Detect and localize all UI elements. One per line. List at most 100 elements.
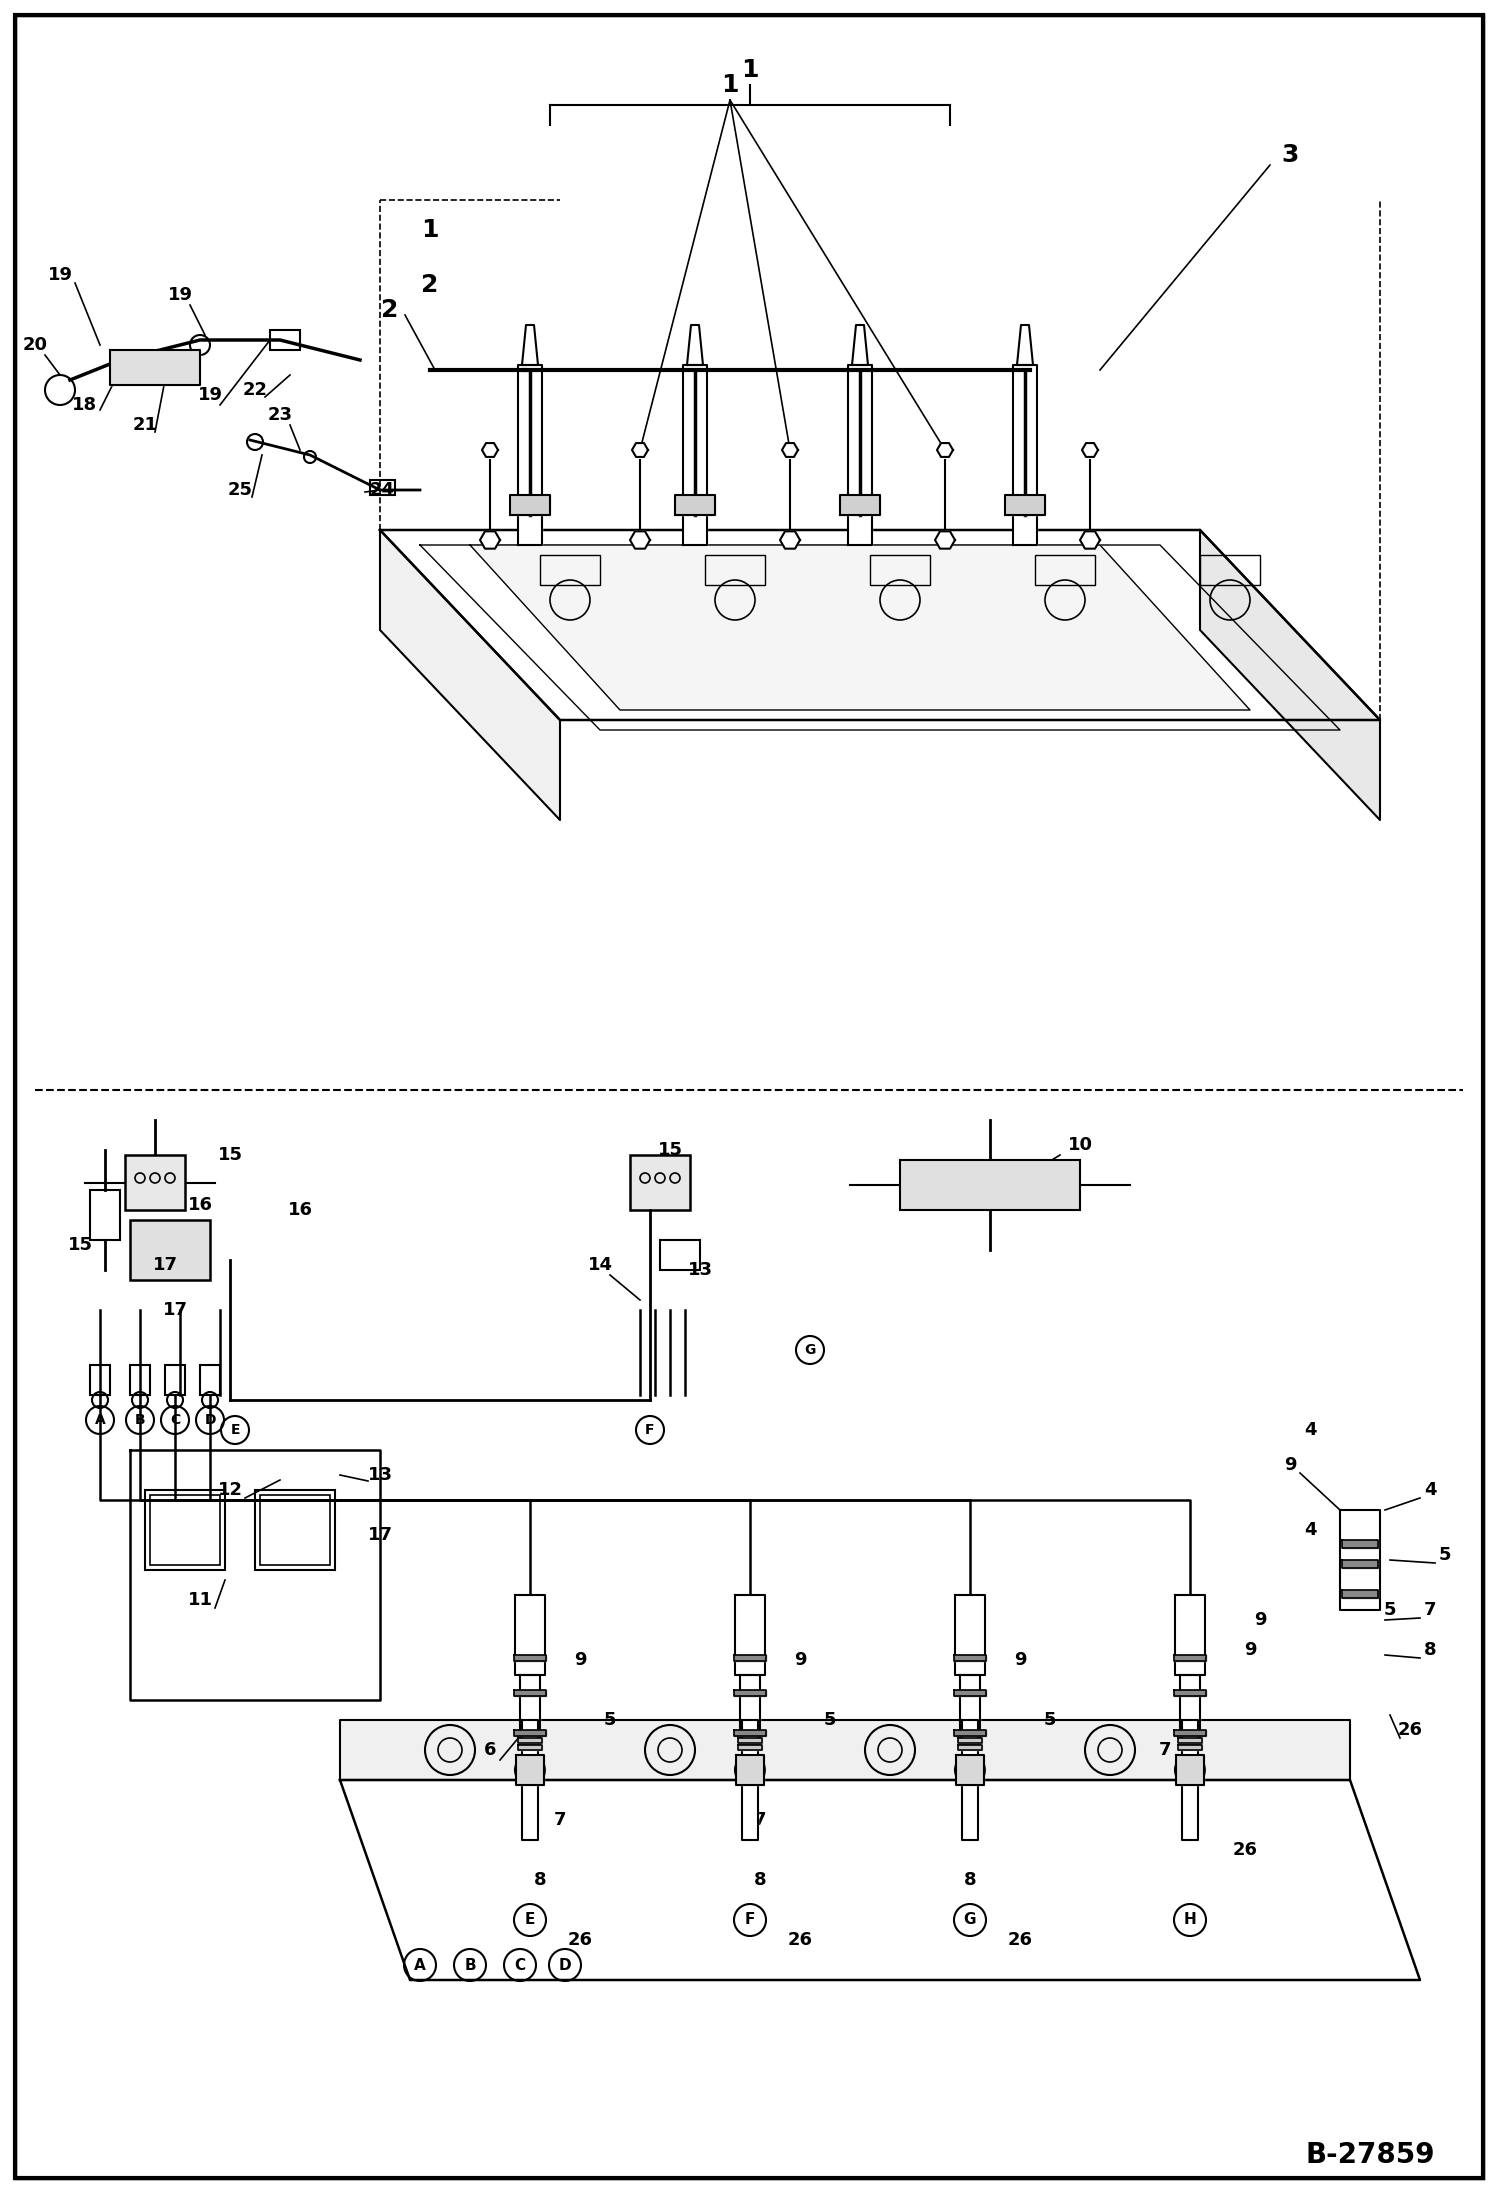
Bar xyxy=(706,555,765,586)
Bar xyxy=(150,1496,220,1566)
Polygon shape xyxy=(521,325,538,364)
Text: 4: 4 xyxy=(1423,1480,1437,1500)
Text: 4: 4 xyxy=(1303,1421,1317,1439)
Polygon shape xyxy=(954,1730,986,1737)
Polygon shape xyxy=(954,1656,986,1660)
Text: E: E xyxy=(524,1912,535,1928)
Text: C: C xyxy=(514,1958,526,1972)
Text: 5: 5 xyxy=(1438,1546,1452,1564)
Bar xyxy=(539,555,601,586)
Polygon shape xyxy=(515,1754,544,1785)
Text: 15: 15 xyxy=(217,1147,243,1164)
Polygon shape xyxy=(1013,364,1037,546)
Bar xyxy=(900,1160,1080,1211)
Text: 2: 2 xyxy=(421,272,439,296)
Bar xyxy=(90,1364,109,1395)
Bar xyxy=(130,1219,210,1281)
Text: 13: 13 xyxy=(688,1261,713,1279)
Text: 6: 6 xyxy=(484,1741,496,1759)
Polygon shape xyxy=(109,351,201,386)
Text: B-27859: B-27859 xyxy=(1305,2140,1435,2169)
Polygon shape xyxy=(742,1719,758,1840)
Polygon shape xyxy=(1342,1590,1378,1599)
Bar xyxy=(165,1364,184,1395)
Bar xyxy=(370,480,395,496)
Text: 17: 17 xyxy=(367,1526,392,1544)
Polygon shape xyxy=(1174,1730,1206,1737)
Text: 19: 19 xyxy=(168,285,193,305)
Bar xyxy=(854,364,866,375)
Text: B: B xyxy=(135,1412,145,1428)
Text: 4: 4 xyxy=(1183,1656,1197,1673)
Text: 7: 7 xyxy=(1159,1741,1171,1759)
Text: 1: 1 xyxy=(742,57,759,81)
Polygon shape xyxy=(1350,1781,1420,1980)
Polygon shape xyxy=(1341,1511,1380,1610)
Text: 5: 5 xyxy=(604,1711,616,1728)
Text: 7: 7 xyxy=(753,1811,767,1829)
Polygon shape xyxy=(960,1675,980,1746)
Text: 23: 23 xyxy=(268,406,292,423)
Polygon shape xyxy=(852,325,867,364)
Text: 16: 16 xyxy=(187,1195,213,1215)
Text: 26: 26 xyxy=(1398,1722,1423,1739)
Polygon shape xyxy=(479,531,500,548)
Bar xyxy=(255,1489,336,1570)
Polygon shape xyxy=(938,443,953,456)
Text: E: E xyxy=(231,1423,240,1436)
Polygon shape xyxy=(1177,1746,1201,1750)
Text: 5: 5 xyxy=(1044,1711,1056,1728)
Text: 16: 16 xyxy=(288,1202,313,1219)
Polygon shape xyxy=(1342,1559,1378,1568)
Polygon shape xyxy=(1174,1656,1206,1660)
Polygon shape xyxy=(1082,443,1098,456)
Text: A: A xyxy=(94,1412,105,1428)
Text: F: F xyxy=(745,1912,755,1928)
Text: D: D xyxy=(559,1958,571,1972)
Text: 11: 11 xyxy=(187,1590,213,1610)
Text: 7: 7 xyxy=(1423,1601,1437,1618)
Polygon shape xyxy=(1174,1691,1206,1695)
Polygon shape xyxy=(736,1594,765,1675)
Text: 4: 4 xyxy=(524,1656,536,1673)
Text: H: H xyxy=(1183,1912,1197,1928)
Polygon shape xyxy=(1176,1754,1204,1785)
Text: B: B xyxy=(464,1958,476,1972)
Text: 9: 9 xyxy=(1254,1612,1266,1629)
Polygon shape xyxy=(518,1746,542,1750)
Polygon shape xyxy=(740,1675,759,1746)
Polygon shape xyxy=(1017,325,1034,364)
Text: 7: 7 xyxy=(963,1811,977,1829)
Text: 12: 12 xyxy=(217,1480,243,1500)
Polygon shape xyxy=(380,531,560,820)
Bar xyxy=(661,1239,700,1270)
Text: 8: 8 xyxy=(533,1871,547,1888)
Polygon shape xyxy=(688,325,703,364)
Text: 19: 19 xyxy=(48,265,72,285)
Polygon shape xyxy=(521,1719,538,1840)
Polygon shape xyxy=(734,1656,765,1660)
Text: 25: 25 xyxy=(228,480,253,500)
Polygon shape xyxy=(340,1781,1420,1980)
Text: 7: 7 xyxy=(554,1811,566,1829)
Text: 2: 2 xyxy=(382,298,398,322)
Polygon shape xyxy=(520,1675,539,1746)
Bar xyxy=(1035,555,1095,586)
Polygon shape xyxy=(736,1754,764,1785)
Polygon shape xyxy=(962,1719,978,1840)
Text: H: H xyxy=(995,1189,1005,1202)
Polygon shape xyxy=(518,364,542,546)
Polygon shape xyxy=(1177,1739,1201,1743)
Text: 21: 21 xyxy=(132,417,157,434)
Polygon shape xyxy=(959,1746,983,1750)
Polygon shape xyxy=(1342,1539,1378,1548)
Polygon shape xyxy=(739,1739,762,1743)
Polygon shape xyxy=(954,1691,986,1695)
Text: 4: 4 xyxy=(743,1656,756,1673)
Text: 24: 24 xyxy=(370,480,395,500)
Text: 17: 17 xyxy=(162,1300,187,1318)
Polygon shape xyxy=(1174,1594,1204,1675)
Polygon shape xyxy=(734,1730,765,1737)
Bar xyxy=(145,1489,225,1570)
Polygon shape xyxy=(956,1594,986,1675)
